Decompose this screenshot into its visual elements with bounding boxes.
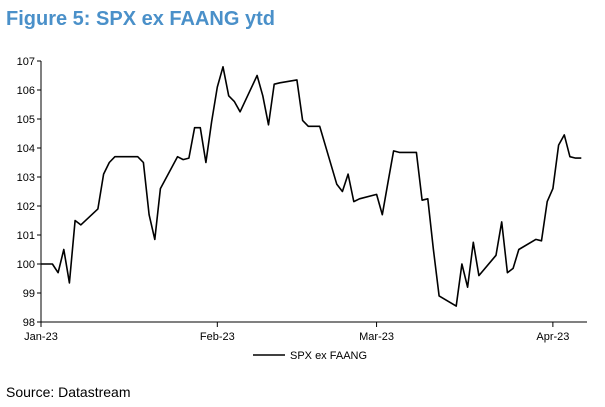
figure-title: Figure 5: SPX ex FAANG ytd — [6, 8, 275, 30]
y-tick-label: 101 — [17, 230, 35, 242]
legend-label: SPX ex FAANG — [290, 350, 367, 362]
x-tick-label: Apr-23 — [536, 331, 569, 343]
y-tick-label: 106 — [17, 85, 35, 97]
source-note: Source: Datastream — [6, 384, 131, 400]
y-tick-label: 102 — [17, 201, 35, 213]
chart-axes — [40, 61, 587, 323]
y-tick-label: 103 — [17, 172, 35, 184]
y-tick-label: 100 — [17, 259, 35, 271]
x-tick-label: Feb-23 — [200, 331, 235, 343]
y-axis-ticks: 98 99 100 101 102 103 104 105 106 107 — [17, 56, 41, 329]
x-tick-label: Mar-23 — [359, 331, 394, 343]
x-tick-label: Jan-23 — [24, 331, 58, 343]
y-tick-label: 99 — [23, 288, 35, 300]
y-tick-label: 98 — [23, 317, 35, 329]
series-line-0 — [41, 66, 582, 307]
y-tick-label: 104 — [17, 143, 35, 155]
y-tick-label: 105 — [17, 114, 35, 126]
legend: SPX ex FAANG — [253, 350, 367, 362]
series-lines — [41, 66, 582, 307]
x-axis-ticks: Jan-23 Feb-23 Mar-23 Apr-23 — [24, 322, 569, 343]
y-tick-label: 107 — [17, 56, 35, 68]
